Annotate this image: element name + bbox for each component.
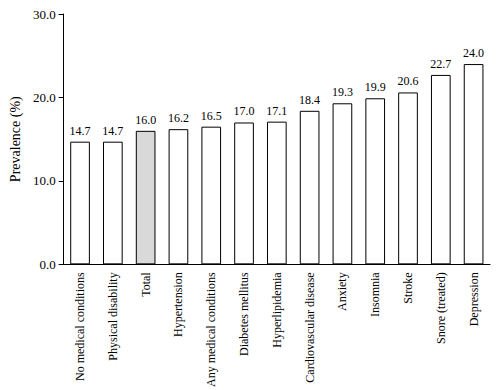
svg-text:14.7: 14.7	[102, 124, 123, 138]
svg-text:24.0: 24.0	[463, 46, 484, 60]
svg-text:Any medical conditions: Any medical conditions	[204, 272, 218, 387]
svg-text:Stroke: Stroke	[401, 272, 415, 303]
svg-text:22.7: 22.7	[430, 57, 451, 71]
svg-text:Hyperlipidemia: Hyperlipidemia	[270, 272, 284, 348]
svg-text:16.0: 16.0	[135, 113, 156, 127]
svg-text:10.0: 10.0	[33, 173, 56, 188]
svg-text:Physical disability: Physical disability	[106, 272, 120, 360]
svg-text:0.0: 0.0	[39, 257, 55, 272]
svg-text:19.9: 19.9	[365, 80, 386, 94]
svg-text:Depression: Depression	[467, 272, 481, 326]
svg-text:Cardiovascular disease: Cardiovascular disease	[303, 272, 317, 382]
svg-text:14.7: 14.7	[70, 124, 91, 138]
svg-text:19.3: 19.3	[332, 85, 353, 99]
svg-text:Total: Total	[139, 272, 153, 297]
svg-text:Prevalence (%): Prevalence (%)	[8, 96, 24, 182]
svg-text:16.2: 16.2	[168, 111, 189, 125]
svg-text:17.1: 17.1	[266, 104, 287, 118]
svg-text:30.0: 30.0	[33, 7, 56, 22]
svg-text:20.6: 20.6	[398, 74, 419, 88]
svg-text:18.4: 18.4	[299, 93, 320, 107]
svg-text:No medical conditions: No medical conditions	[73, 272, 87, 381]
svg-text:16.5: 16.5	[201, 109, 222, 123]
svg-text:17.0: 17.0	[234, 104, 255, 118]
svg-text:Anxiety: Anxiety	[335, 272, 349, 311]
svg-text:Diabetes mellitus: Diabetes mellitus	[237, 272, 251, 356]
svg-text:Hypertension: Hypertension	[171, 272, 185, 337]
svg-text:Insomnia: Insomnia	[368, 272, 382, 317]
svg-text:Snore (treated): Snore (treated)	[434, 272, 448, 344]
svg-text:20.0: 20.0	[33, 90, 56, 105]
